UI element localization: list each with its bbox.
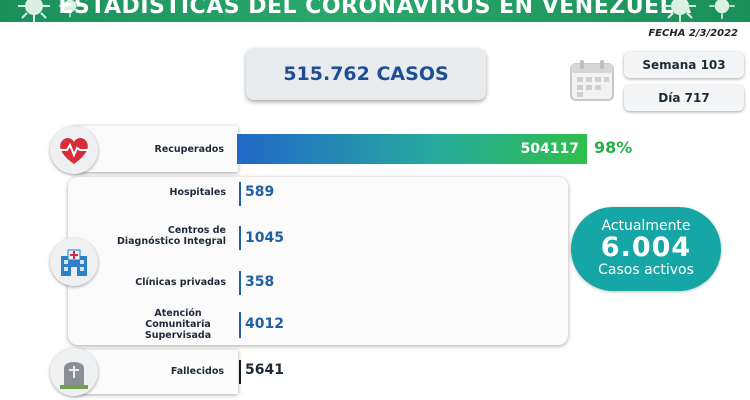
atencion-panel	[68, 177, 568, 345]
calendar-icon	[570, 60, 614, 101]
hospitales-bar	[239, 182, 241, 206]
virus-icon	[664, 0, 696, 22]
heart-circle	[50, 126, 98, 174]
cdi-bar	[239, 226, 241, 250]
active-cases-subtitle: Casos activos	[598, 262, 694, 278]
day-pill: Día 717	[624, 85, 744, 111]
recuperados-label: Recuperados	[154, 144, 224, 155]
recuperados-percent: 98%	[594, 138, 633, 157]
acs-label: Atención Comunitaria Supervisada	[144, 308, 212, 341]
hospital-icon	[61, 249, 87, 276]
acs-value: 4012	[245, 316, 284, 332]
virus-icon	[58, 0, 82, 18]
page-title: ESTADÍSTICAS DEL CORONAVIRUS EN VENEZUEL…	[58, 0, 692, 19]
fallecidos-value: 5641	[245, 362, 284, 378]
clinicas-label: Clínicas privadas	[135, 277, 226, 288]
acs-bar	[239, 312, 241, 338]
header-banner: ESTADÍSTICAS DEL CORONAVIRUS EN VENEZUEL…	[0, 0, 750, 22]
virus-icon	[18, 0, 50, 22]
tombstone-circle	[50, 348, 98, 396]
date-label: FECHA 2/3/2022	[648, 28, 738, 39]
hospitales-label: Hospitales	[169, 187, 227, 198]
active-cases-value: 6.004	[600, 232, 692, 263]
hospital-circle	[50, 238, 98, 286]
fallecidos-bar	[239, 360, 241, 384]
clinicas-bar	[239, 271, 241, 295]
hospitales-value: 589	[245, 184, 275, 200]
day-label: Día 717	[658, 91, 710, 105]
fallecidos-label: Fallecidos	[170, 366, 224, 377]
total-cases-box: 515.762 CASOS	[246, 48, 486, 100]
week-pill: Semana 103	[624, 52, 744, 78]
week-label: Semana 103	[642, 58, 726, 72]
active-cases-badge: Actualmente 6.004 Casos activos	[571, 207, 721, 291]
heart-pulse-icon	[59, 138, 89, 164]
clinicas-value: 358	[245, 274, 275, 290]
total-cases-text: 515.762 CASOS	[283, 63, 449, 85]
recuperados-value: 504117	[520, 141, 579, 157]
cdi-value: 1045	[245, 230, 284, 246]
cdi-label: Centros de Diagnóstico Integral	[117, 225, 226, 247]
active-cases-title: Actualmente	[601, 218, 691, 234]
recuperados-bar: 504117	[237, 134, 587, 164]
virus-icon	[709, 0, 735, 19]
tombstone-icon	[60, 362, 88, 389]
